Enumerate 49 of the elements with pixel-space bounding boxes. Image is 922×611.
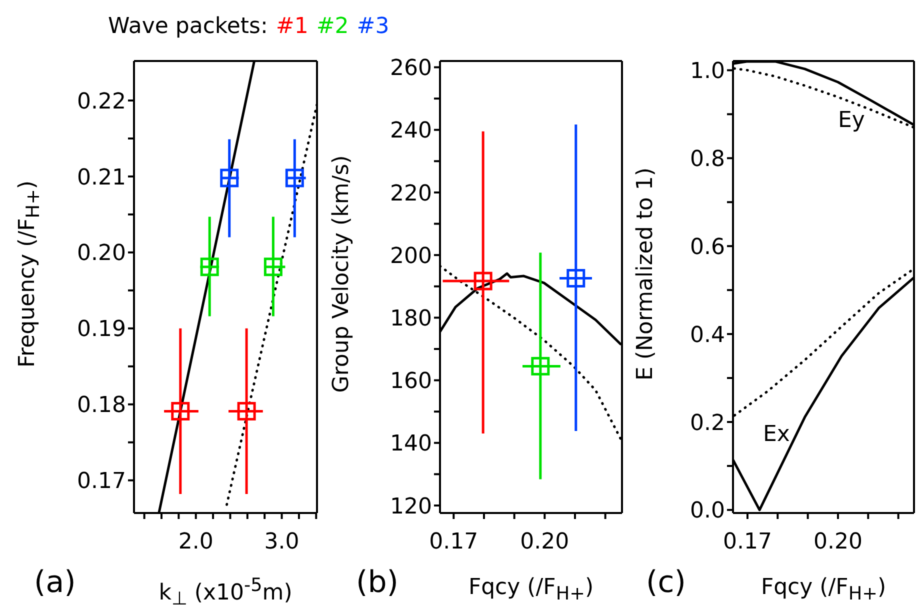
legend-title: Wave packets: (108, 14, 268, 39)
point (171, 402, 190, 420)
point (566, 268, 586, 288)
y-tick-label: 0.17 (77, 469, 126, 494)
annotation: Ex (763, 422, 790, 447)
x-axis-title: k$_{⊥}$ (x10$^{-5}$m) (158, 575, 294, 610)
y-axis-title: Group Velocity (km/s) (329, 155, 355, 393)
y-tick-label: 0.22 (77, 89, 126, 114)
y-tick-label: 180 (390, 306, 432, 332)
x-tick-label: 2.0 (178, 530, 214, 555)
point (531, 356, 550, 376)
annotation: Ey (838, 108, 865, 133)
y-tick-label: 200 (390, 244, 432, 269)
y-axis-title: E (Normalized to 1) (633, 168, 659, 380)
y-tick-label: 0.18 (77, 393, 126, 418)
x-tick-label: 0.17 (429, 530, 478, 555)
x-tick-label: 0.17 (722, 530, 772, 555)
y-tick-label: 140 (390, 432, 432, 457)
point (237, 402, 256, 420)
y-tick-label: 0.2 (690, 410, 725, 436)
y-tick-label: 0.19 (77, 317, 126, 342)
y-tick-label: 260 (390, 56, 432, 82)
text: #3 (356, 14, 390, 39)
point (220, 168, 239, 188)
y-tick-label: 160 (390, 369, 432, 394)
y-tick-label: 0.6 (690, 234, 725, 260)
point (285, 168, 304, 188)
x-tick-label: 0.20 (813, 530, 862, 555)
x-axis-title: Fqcy (/F$_{H+}$) (467, 575, 595, 604)
y-tick-label: 0.4 (690, 322, 725, 348)
point (264, 258, 282, 276)
y-tick-label: 0.21 (77, 165, 126, 190)
text: (b) (356, 565, 398, 600)
y-tick-label: 0.8 (690, 146, 725, 172)
y-tick-label: 220 (390, 181, 432, 206)
point (200, 258, 219, 276)
text: (c) (646, 565, 686, 600)
y-tick-label: 120 (390, 494, 432, 520)
text: #2 (316, 14, 349, 39)
y-tick-label: 0.0 (690, 498, 725, 524)
x-tick-label: 3.0 (264, 530, 300, 555)
x-axis-title: Fqcy (/F$_{H+}$) (760, 575, 888, 604)
y-tick-label: 240 (390, 118, 432, 144)
x-tick-label: 0.20 (520, 530, 570, 555)
point (474, 272, 492, 290)
text: (a) (34, 565, 76, 600)
y-tick-label: 0.20 (77, 241, 126, 266)
text: #1 (276, 14, 308, 39)
y-tick-label: 1.0 (690, 59, 725, 84)
